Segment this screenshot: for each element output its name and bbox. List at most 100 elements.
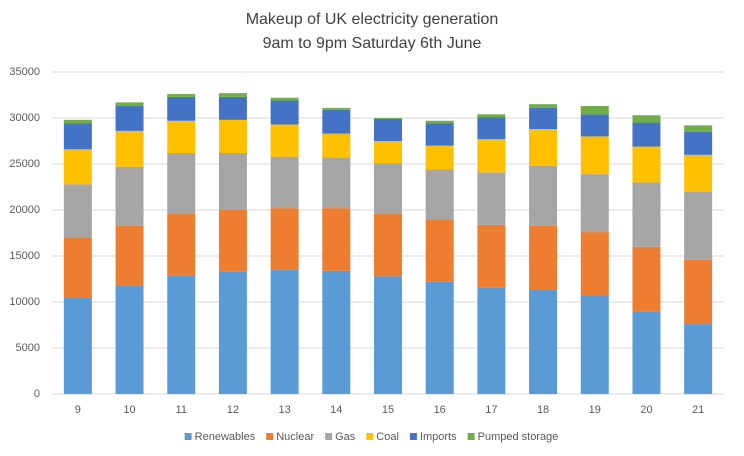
y-tick-label: 5000 [16,342,40,354]
bar-segment [270,124,299,157]
bar-segment [115,130,144,167]
x-tick-label: 21 [692,404,704,416]
x-tick-label: 15 [382,404,394,416]
bar-segment [115,166,144,226]
legend-label: Pumped storage [478,431,559,443]
bar-segment [322,270,351,394]
bar-segment [632,182,661,247]
bar-segment [684,154,713,192]
bar-segment [167,213,196,276]
bar-segment [425,281,454,394]
legend-swatch [184,433,192,440]
bar-segment [580,174,609,233]
bar-segment [529,225,558,291]
bar-segment [63,123,92,150]
x-tick-label: 14 [330,404,342,416]
bar-segment [63,237,92,298]
bar-segment [632,122,661,147]
bar-segment [529,290,558,394]
x-tick-label: 11 [176,404,187,416]
bar-segment [684,259,713,325]
bar-segment [374,276,402,394]
legend-label: Renewables [195,431,256,443]
bar-segment [425,123,454,146]
bar-segment [529,107,558,130]
bar-segment [270,100,299,125]
bar-segment [580,295,609,394]
bar-segment [270,208,299,270]
bar-segment [63,297,92,394]
y-tick-label: 15000 [9,250,40,262]
bar-segment [374,163,402,214]
chart-subtitle: 9am to 9pm Saturday 6th June [263,35,482,52]
bar-segment [684,125,713,132]
y-tick-label: 0 [34,388,40,400]
legend-label: Gas [335,431,356,443]
bar-segment [529,165,558,226]
bar-segment [63,149,92,185]
bar-segment [322,133,351,158]
bar-segment [477,114,506,118]
bar-segment [63,184,92,238]
bar-segment [115,225,144,286]
legend-label: Coal [376,431,399,443]
y-tick-label: 20000 [9,204,40,216]
bar-segment [374,213,402,277]
bar-segment [167,94,196,97]
bar-segment [167,120,196,153]
bar-segment [580,106,609,115]
bar-segment [477,224,506,288]
bar-segment [115,285,144,394]
bar-segment [632,311,661,394]
bar-segment [322,208,351,271]
legend-swatch [409,433,417,440]
bar-segment [322,107,351,110]
bar-segment [218,210,247,272]
x-tick-label: 17 [485,404,497,416]
bar-segment [684,191,713,260]
legend-label: Nuclear [276,431,314,443]
y-tick-label: 25000 [9,158,40,170]
x-tick-label: 19 [589,404,601,416]
bar-segment [374,118,402,141]
bar-segment [218,271,247,394]
y-tick-label: 35000 [9,66,40,78]
bar-segment [684,324,713,394]
bar-segment [270,156,299,209]
y-tick-label: 30000 [9,112,40,124]
bar-segment [580,136,609,175]
bar-segment [529,104,558,108]
legend-swatch [366,433,374,440]
bar-segment [425,145,454,170]
legend-swatch [325,433,333,440]
bar-segment [529,129,558,166]
bar-segment [167,275,196,394]
x-tick-label: 9 [75,404,81,416]
y-tick-label: 10000 [9,296,40,308]
legend-label: Imports [420,431,457,443]
bar-segment [270,269,299,394]
x-tick-label: 13 [278,404,290,416]
x-tick-label: 16 [434,404,446,416]
x-tick-label: 10 [123,404,135,416]
bar-segment [632,246,661,312]
bar-segment [425,219,454,282]
bar-segment [218,152,247,210]
bar-segment [218,96,247,120]
bar-segment [580,114,609,137]
bar-segment [477,139,506,173]
bar-segment [580,232,609,296]
bar-segment [632,146,661,183]
bar-segment [115,106,144,131]
bar-segment [374,141,402,164]
bar-segment [684,131,713,155]
bar-segment [374,118,402,119]
legend-swatch [266,433,274,440]
x-tick-label: 12 [227,404,239,416]
bar-segment [322,157,351,209]
bar-segment [63,119,92,124]
x-tick-label: 20 [640,404,652,416]
bar-segment [477,287,506,394]
bar-segment [167,152,196,214]
